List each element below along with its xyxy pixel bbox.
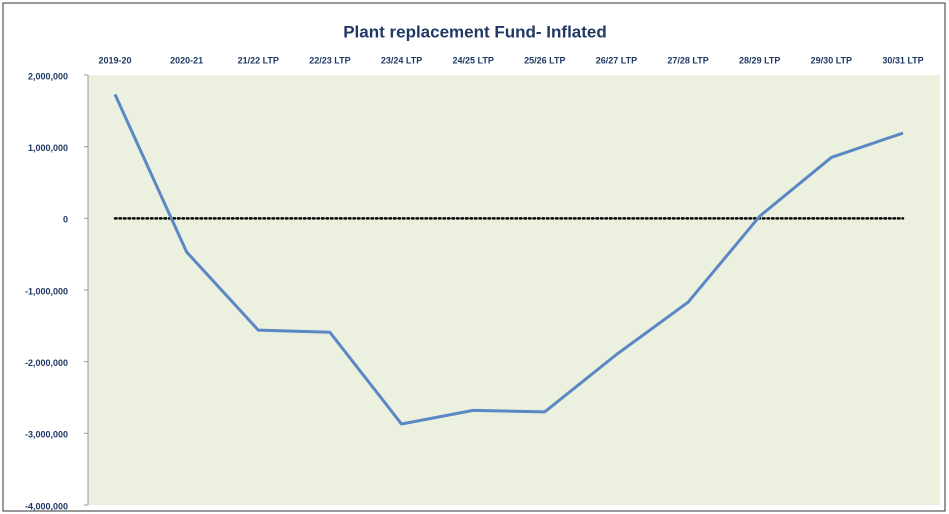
x-tick-label: 30/31 LTP [882, 55, 923, 65]
x-tick-label: 29/30 LTP [811, 55, 852, 65]
x-tick-label: 22/23 LTP [309, 55, 350, 65]
y-tick-label: -4,000,000 [25, 501, 68, 511]
y-tick-label: 1,000,000 [28, 143, 68, 153]
x-tick-label: 21/22 LTP [238, 55, 279, 65]
plot-area [88, 75, 940, 505]
y-tick-label: -1,000,000 [25, 286, 68, 296]
x-tick-label: 24/25 LTP [453, 55, 494, 65]
x-tick-label: 27/28 LTP [667, 55, 708, 65]
x-tick-label: 2019-20 [98, 55, 131, 65]
y-tick-label: -2,000,000 [25, 358, 68, 368]
x-tick-label: 23/24 LTP [381, 55, 422, 65]
x-tick-label: 2020-21 [170, 55, 203, 65]
x-tick-label: 26/27 LTP [596, 55, 637, 65]
x-tick-label: 25/26 LTP [524, 55, 565, 65]
line-series [113, 93, 904, 426]
y-tick-label: 0 [63, 215, 68, 225]
y-tick-label: 2,000,000 [28, 71, 68, 81]
y-tick-label: -3,000,000 [25, 430, 68, 440]
x-tick-label: 28/29 LTP [739, 55, 780, 65]
chart-title: Plant replacement Fund- Inflated [343, 22, 607, 41]
